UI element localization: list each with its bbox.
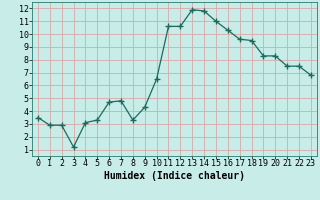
X-axis label: Humidex (Indice chaleur): Humidex (Indice chaleur): [104, 171, 245, 181]
